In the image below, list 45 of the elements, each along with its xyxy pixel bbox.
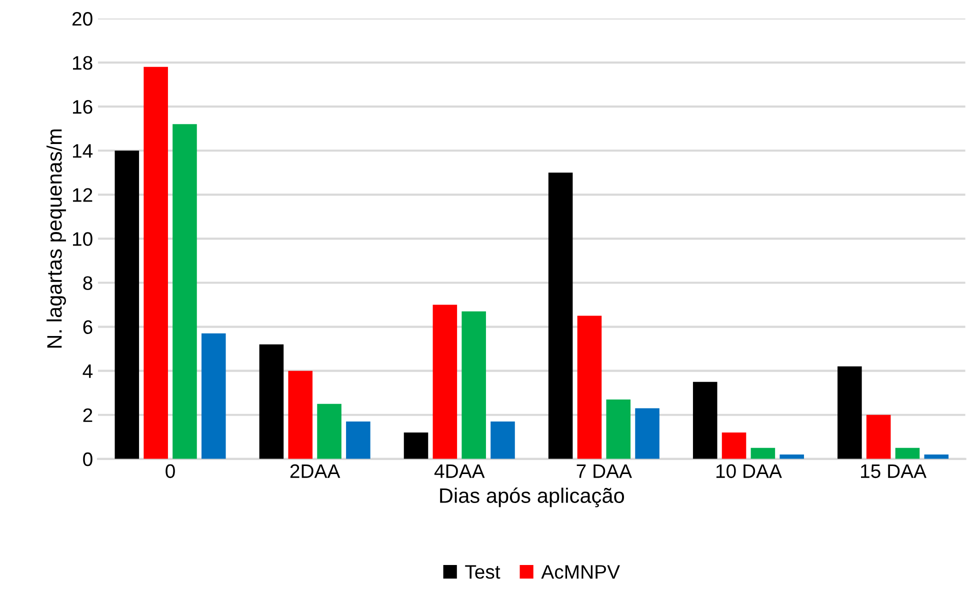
x-tick-label: 2DAA (290, 464, 340, 478)
bar (114, 150, 140, 459)
y-tick-label: 14 (72, 144, 93, 158)
y-tick-label: 10 (72, 232, 92, 246)
bar (866, 414, 891, 459)
bar (404, 432, 428, 459)
bar (895, 448, 920, 459)
x-tick-label: 4DAA (434, 464, 485, 478)
y-tick-label: 6 (83, 320, 92, 334)
bar (750, 448, 776, 459)
bar (288, 370, 313, 459)
bar (924, 454, 949, 459)
bar (838, 366, 862, 459)
bar (317, 404, 342, 459)
legend-label: Test (465, 565, 500, 579)
bar (606, 399, 631, 459)
bar (780, 454, 804, 459)
bar (144, 66, 168, 459)
bar (635, 408, 660, 459)
bar (462, 311, 486, 459)
bar (692, 382, 718, 459)
y-tick-label: 20 (72, 12, 92, 26)
x-axis-title: Dias após aplicação (440, 487, 624, 508)
bar (548, 172, 573, 459)
y-axis-title: N. lagartas pequenas/m (46, 129, 66, 348)
x-tick-label: 7 DAA (576, 464, 632, 478)
x-tick-label: 0 (166, 464, 175, 478)
bar (490, 421, 515, 459)
x-tick-label: 10 DAA (716, 464, 782, 478)
y-tick-label: 12 (72, 188, 92, 202)
bar (577, 316, 602, 459)
bar (432, 304, 458, 459)
bar (172, 124, 197, 459)
x-tick-label: 15 DAA (861, 464, 926, 478)
y-tick-label: 2 (83, 408, 92, 422)
legend-label: AcMNPV (541, 565, 620, 579)
y-tick-label: 18 (72, 56, 92, 70)
y-tick-label: 16 (72, 100, 92, 114)
y-tick-label: 0 (83, 452, 92, 466)
bar (346, 421, 370, 459)
bar (259, 344, 284, 459)
bar (202, 333, 226, 459)
y-tick-label: 8 (83, 276, 92, 290)
y-tick-label: 4 (82, 364, 93, 378)
bar (722, 432, 746, 459)
